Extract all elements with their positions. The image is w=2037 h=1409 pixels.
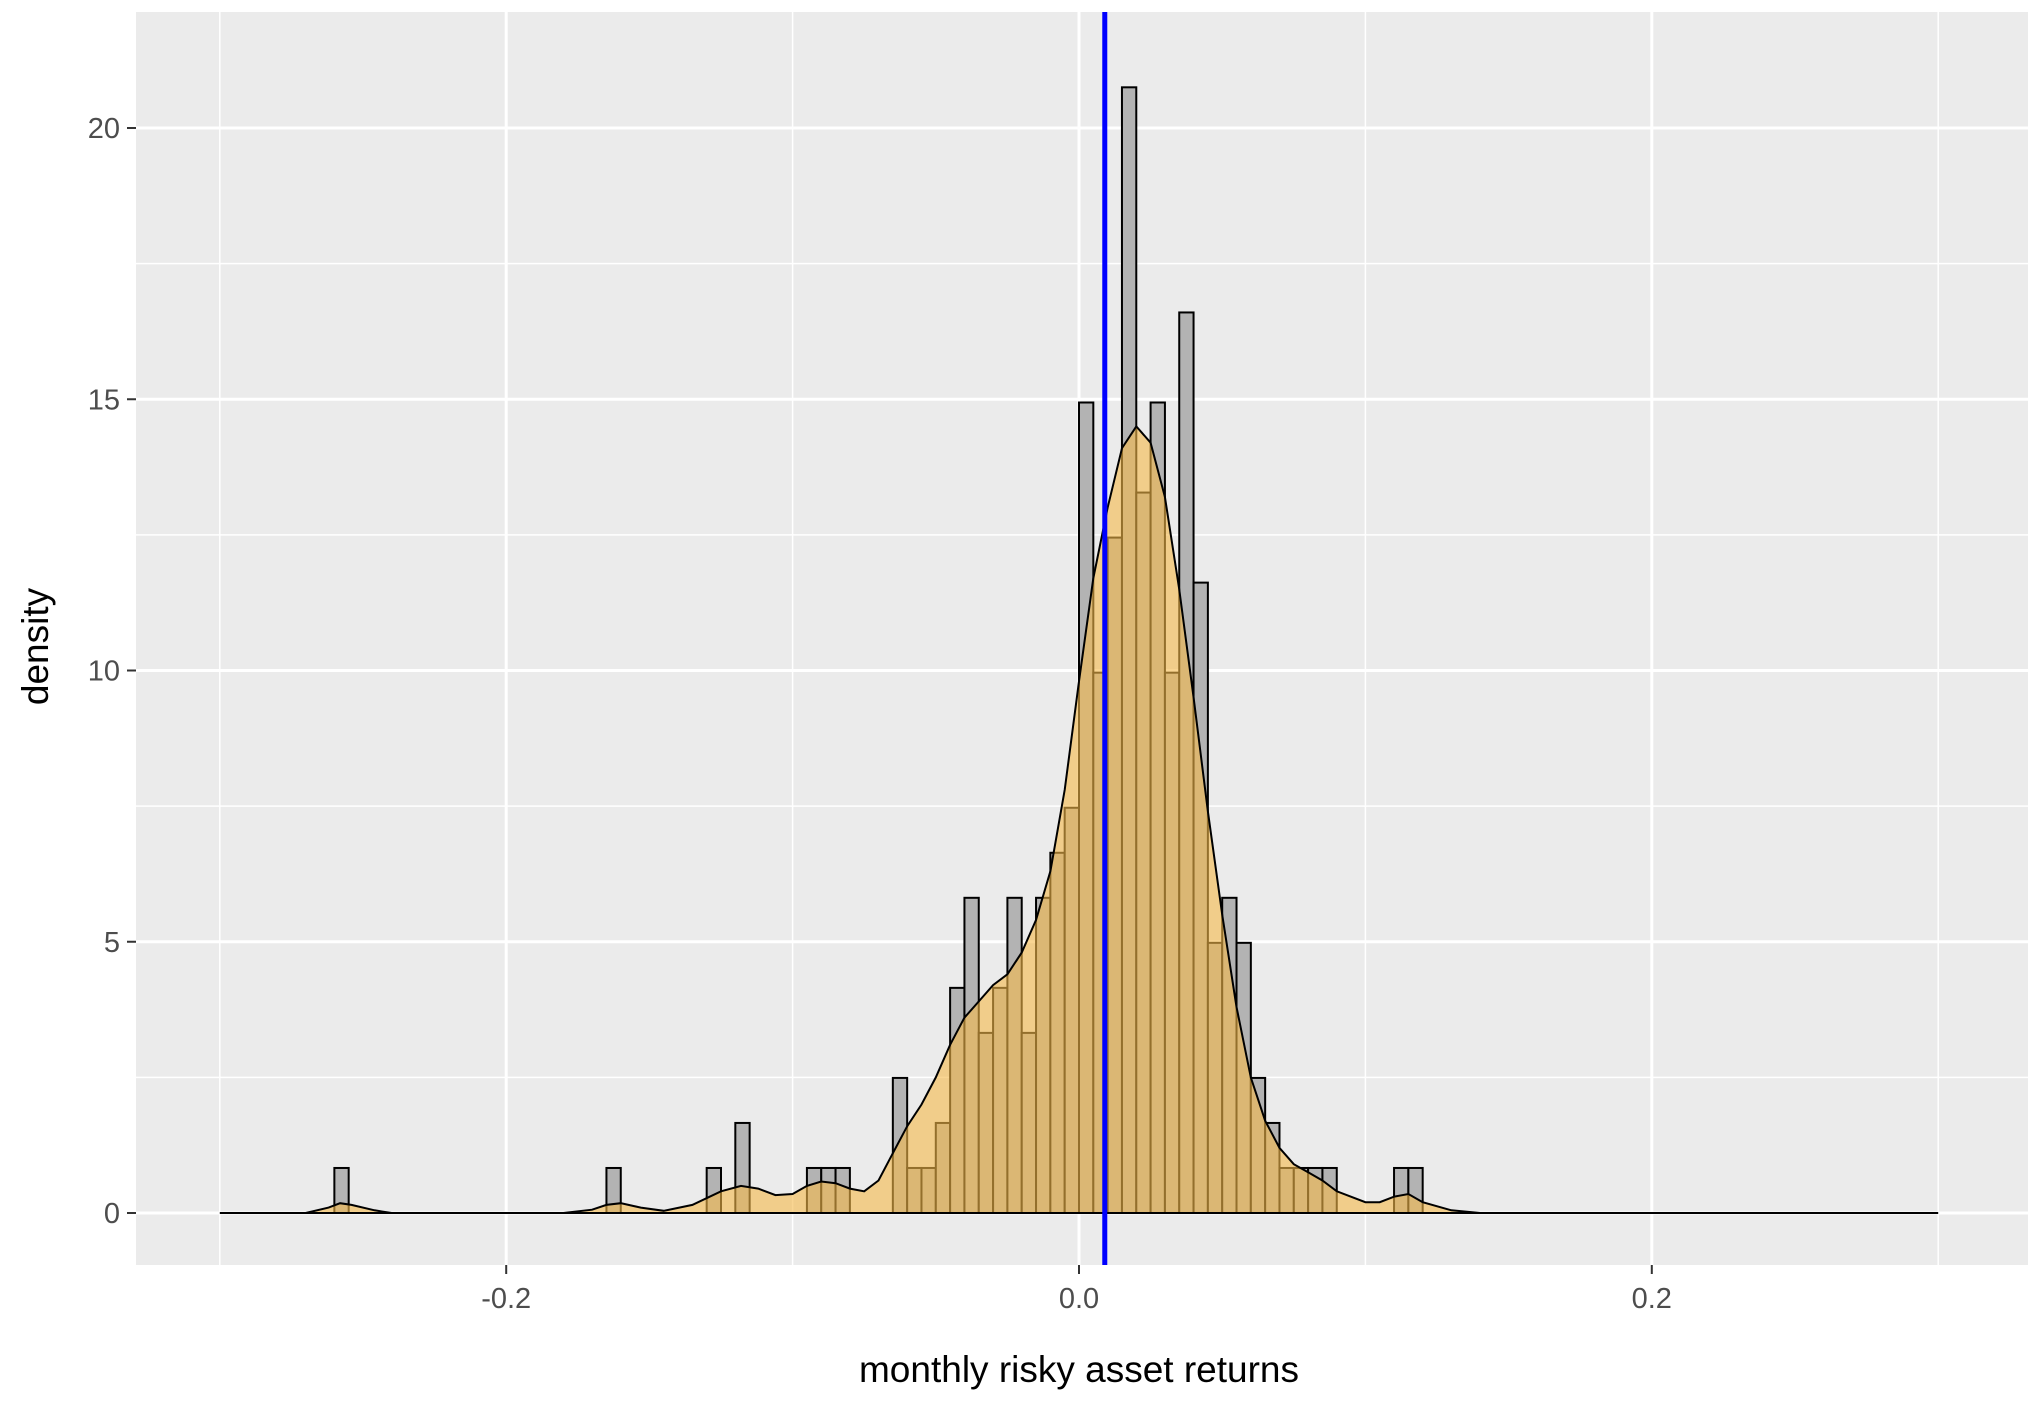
x-axis-title: monthly risky asset returns [859,1349,1299,1390]
y-tick-label: 0 [104,1198,120,1230]
x-tick-label: 0.0 [1059,1283,1099,1315]
density-curve [219,424,1939,1214]
y-axis-ticks: 0 5 10 15 20 [88,113,136,1230]
y-tick-label: 10 [88,656,120,688]
y-tick-label: 20 [88,113,120,145]
y-axis-title: density [15,587,56,705]
x-axis-ticks: -0.2 0.0 0.2 [481,1265,1672,1315]
y-tick-label: 15 [88,384,120,416]
x-tick-label: 0.2 [1632,1283,1672,1315]
x-tick-label: -0.2 [481,1283,531,1315]
y-tick-label: 5 [104,927,120,959]
